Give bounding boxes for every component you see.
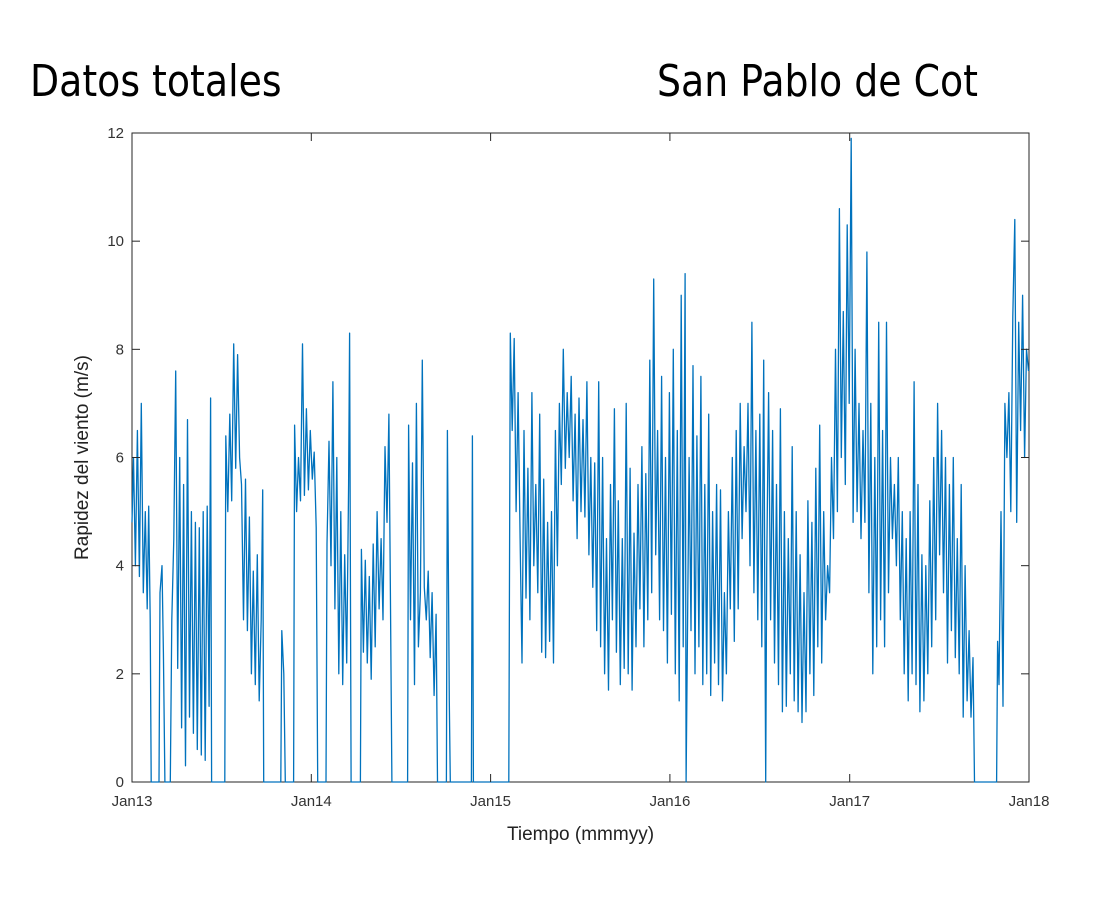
x-tick-label: Jan14 [291,793,332,810]
y-tick-label: 8 [116,341,124,358]
x-tick-label: Jan18 [1009,793,1050,810]
x-axis-label: Tiempo (mmmyy) [507,824,654,845]
y-tick-label: 4 [116,558,124,575]
x-tick-label: Jan13 [112,793,153,810]
x-tick-label: Jan17 [829,793,870,810]
x-tick-label: Jan15 [470,793,511,810]
y-tick-label: 6 [116,450,124,467]
y-tick-label: 10 [107,233,124,250]
y-tick-label: 2 [116,666,124,683]
chart-title-left: Datos totales [30,56,282,107]
wind-speed-series-line [131,137,1030,783]
chart-title-right: San Pablo de Cot [657,56,978,107]
y-tick-label: 12 [107,125,124,142]
y-axis-label: Rapidez del viento (m/s) [72,355,93,560]
y-tick-label: 0 [116,774,124,791]
x-tick-label: Jan16 [649,793,690,810]
